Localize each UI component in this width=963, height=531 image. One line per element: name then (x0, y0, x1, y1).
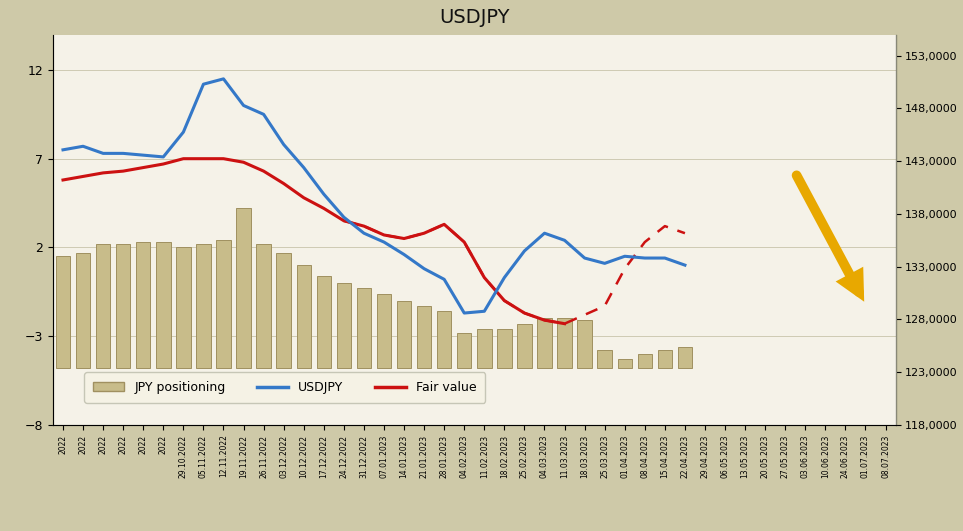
Bar (196, 244, 211, 368)
Bar (337, 283, 351, 368)
Bar (658, 350, 672, 368)
Bar (56, 256, 70, 368)
Bar (558, 319, 572, 368)
Bar (597, 350, 612, 368)
Bar (377, 294, 391, 368)
Bar (317, 276, 331, 368)
Bar (176, 247, 191, 368)
Bar (457, 332, 472, 368)
Bar (116, 244, 130, 368)
Bar (156, 242, 170, 368)
Bar (578, 320, 592, 368)
Bar (217, 241, 231, 368)
Bar (517, 324, 532, 368)
Bar (437, 311, 452, 368)
Bar (417, 306, 431, 368)
Bar (356, 288, 371, 368)
Bar (256, 244, 271, 368)
Bar (638, 354, 652, 368)
Bar (236, 208, 250, 368)
Bar (297, 265, 311, 368)
Bar (397, 301, 411, 368)
Bar (276, 253, 291, 368)
Bar (678, 347, 692, 368)
Bar (76, 253, 91, 368)
Bar (537, 319, 552, 368)
Bar (617, 359, 632, 368)
Bar (96, 244, 111, 368)
Bar (136, 242, 150, 368)
Bar (497, 329, 511, 368)
Title: USDJPY: USDJPY (439, 8, 509, 28)
Legend: JPY positioning, USDJPY, Fair value: JPY positioning, USDJPY, Fair value (85, 372, 485, 403)
Bar (477, 329, 491, 368)
